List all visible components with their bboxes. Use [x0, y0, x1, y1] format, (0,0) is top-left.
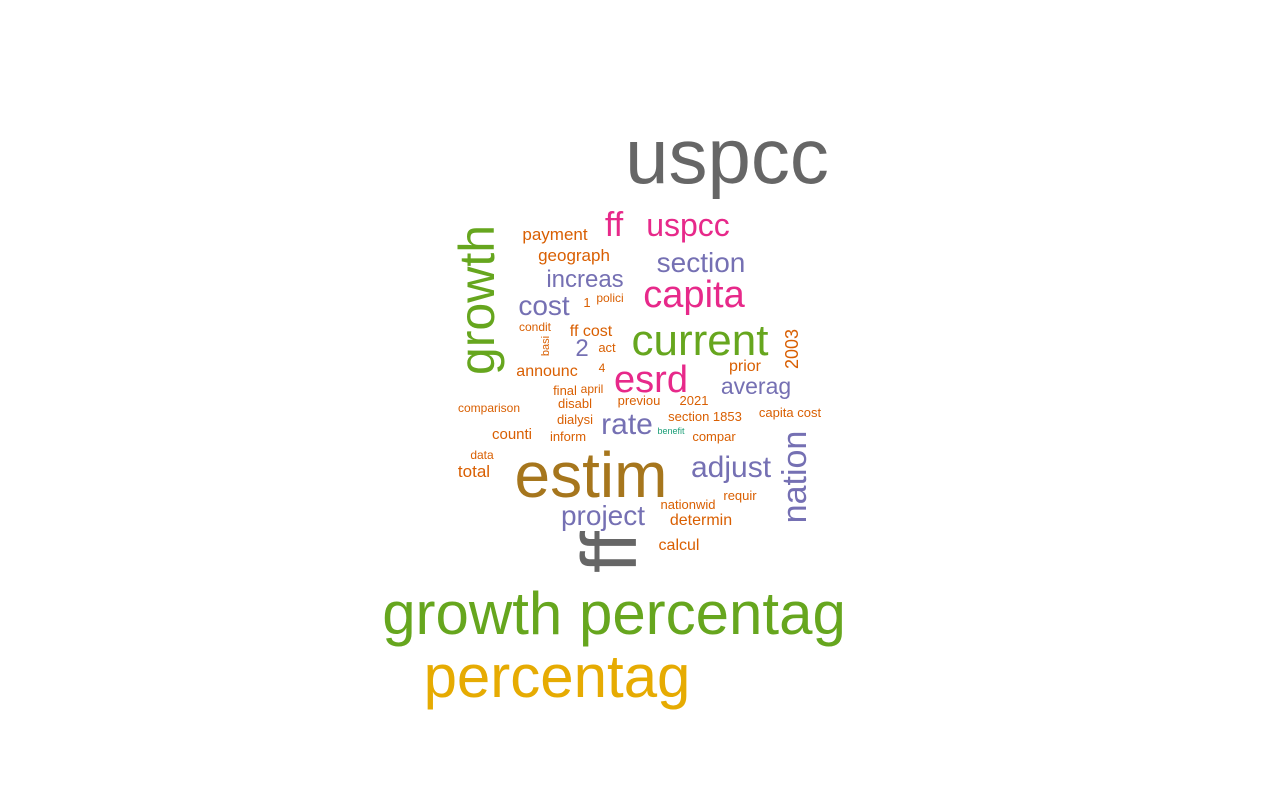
word-compar: compar: [692, 429, 736, 444]
word-section: section: [657, 247, 746, 278]
word-nationwid: nationwid: [661, 497, 716, 512]
word-capita-cost: capita cost: [759, 405, 822, 420]
word-payment: payment: [522, 225, 587, 244]
word-percentag: percentag: [424, 643, 691, 710]
word-dialysi: dialysi: [557, 412, 593, 427]
word-increas: increas: [546, 266, 623, 293]
word-2021: 2021: [680, 393, 709, 408]
word-calcul: calcul: [659, 537, 700, 554]
word-previou: previou: [618, 393, 661, 408]
word-averag: averag: [721, 373, 791, 399]
word-determin: determin: [670, 512, 732, 529]
word-section-1853: section 1853: [668, 409, 742, 424]
word-uspcc: uspcc: [646, 207, 730, 243]
word-adjust: adjust: [691, 451, 772, 484]
word-disabl: disabl: [558, 396, 592, 411]
word-nation: nation: [776, 431, 814, 524]
word-current: current: [632, 316, 769, 365]
word-basi: basi: [540, 336, 552, 356]
word-cost: cost: [518, 290, 570, 321]
word-esrd: esrd: [614, 359, 688, 401]
word-prior: prior: [729, 358, 762, 375]
word-act: act: [598, 340, 616, 355]
word-uspcc: uspcc: [625, 112, 829, 200]
word-requir: requir: [723, 488, 757, 503]
word-ff: ff: [565, 531, 653, 573]
word-2003: 2003: [782, 329, 802, 369]
word-1: 1: [583, 295, 590, 310]
word-counti: counti: [492, 426, 532, 443]
word-comparison: comparison: [458, 401, 520, 415]
word-polici: polici: [596, 291, 623, 305]
word-announc: announc: [516, 363, 577, 380]
word-4: 4: [599, 361, 606, 375]
word-capita: capita: [643, 274, 745, 316]
word-benefit: benefit: [657, 426, 685, 436]
word-geograph: geograph: [538, 246, 610, 265]
word-growth: growth: [449, 225, 505, 375]
word-ff: ff: [605, 206, 624, 244]
word-rate: rate: [601, 408, 653, 441]
word-growth-percentag: growth percentag: [382, 580, 846, 647]
word-total: total: [458, 462, 490, 481]
word-april: april: [581, 382, 604, 396]
word-estim: estim: [515, 439, 668, 511]
word-data: data: [470, 448, 494, 462]
word-2: 2: [575, 335, 588, 362]
word-inform: inform: [550, 429, 586, 444]
word-condit: condit: [519, 320, 552, 334]
word-final: final: [553, 383, 577, 398]
word-project: project: [561, 500, 645, 531]
word-ff-cost: ff cost: [570, 323, 613, 340]
